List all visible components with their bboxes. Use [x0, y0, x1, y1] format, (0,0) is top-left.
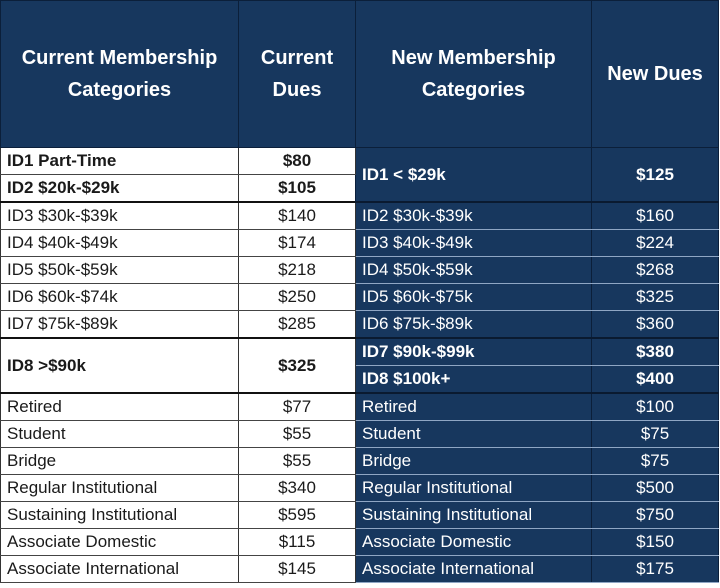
current-dues-cell: $55	[238, 447, 356, 475]
new-category-cell: Student	[355, 420, 592, 448]
new-category-cell: ID5 $60k-$75k	[355, 283, 592, 311]
new-category-cell: ID6 $75k-$89k	[355, 310, 592, 339]
table-row: ID6 $60k-$74k $250 ID5 $60k-$75k $325	[0, 283, 719, 311]
current-category-cell: Student	[0, 420, 239, 448]
current-category-cell: Associate International	[0, 555, 239, 583]
table-row: ID2 $20k-$29k $105	[0, 174, 719, 203]
table-row: ID5 $50k-$59k $218 ID4 $50k-$59k $268	[0, 256, 719, 284]
current-dues-cell: $250	[238, 283, 356, 311]
table-row: ID1 Part-Time $80 ID1 < $29k $125	[0, 147, 719, 203]
table-row: ID8 $100k+ $400	[1, 365, 719, 394]
current-category-cell: Retired	[0, 393, 239, 421]
new-category-cell: Sustaining Institutional	[355, 501, 592, 529]
current-dues-cell: $105	[238, 174, 356, 203]
new-dues-cell: $125	[591, 147, 719, 203]
new-category-cell: ID2 $30k-$39k	[355, 202, 592, 230]
current-dues-cell: $218	[238, 256, 356, 284]
new-dues-cell: $150	[591, 528, 719, 556]
table-row: Regular Institutional $340 Regular Insti…	[0, 474, 719, 502]
table-row: ID7 $75k-$89k $285 ID6 $75k-$89k $360	[0, 310, 719, 339]
current-category-cell: ID2 $20k-$29k	[0, 174, 239, 203]
current-category-cell: ID4 $40k-$49k	[0, 229, 239, 257]
new-dues-cell: $224	[591, 229, 719, 257]
table-row: Bridge $55 Bridge $75	[0, 447, 719, 475]
current-dues-cell: $80	[238, 147, 356, 175]
new-dues-cell: $175	[591, 555, 719, 583]
new-category-cell: ID1 < $29k	[355, 147, 592, 203]
new-dues-cell: $268	[591, 256, 719, 284]
new-dues-cell: $750	[591, 501, 719, 529]
new-category-cell: Retired	[355, 393, 592, 421]
current-category-cell: ID8 >$90k	[0, 338, 239, 394]
current-category-cell: ID3 $30k-$39k	[0, 202, 239, 230]
header-new-dues: New Dues	[591, 0, 719, 148]
current-dues-cell: $340	[238, 474, 356, 502]
current-category-cell: ID7 $75k-$89k	[0, 310, 239, 339]
current-dues-cell: $77	[238, 393, 356, 421]
new-dues-cell: $160	[591, 202, 719, 230]
table-row: ID8 >$90k $325 ID7 $90k-$99k $380	[0, 338, 719, 394]
current-category-cell: ID6 $60k-$74k	[0, 283, 239, 311]
current-category-cell: Associate Domestic	[0, 528, 239, 556]
current-dues-cell: $285	[238, 310, 356, 339]
new-dues-cell: $360	[591, 310, 719, 339]
new-category-cell: ID7 $90k-$99k	[355, 338, 592, 366]
new-category-cell: ID3 $40k-$49k	[355, 229, 592, 257]
new-category-cell: ID8 $100k+	[355, 365, 592, 394]
current-dues-cell: $145	[238, 555, 356, 583]
new-category-cell: ID4 $50k-$59k	[355, 256, 592, 284]
current-dues-cell: $140	[238, 202, 356, 230]
current-category-cell: Regular Institutional	[0, 474, 239, 502]
new-category-cell: Bridge	[355, 447, 592, 475]
current-category-cell: Bridge	[0, 447, 239, 475]
table-row: Sustaining Institutional $595 Sustaining…	[0, 501, 719, 529]
current-dues-cell: $55	[238, 420, 356, 448]
new-category-cell: Regular Institutional	[355, 474, 592, 502]
current-category-cell: ID1 Part-Time	[0, 147, 239, 175]
current-dues-cell: $595	[238, 501, 356, 529]
current-dues-cell: $325	[238, 338, 356, 394]
new-dues-cell: $500	[591, 474, 719, 502]
new-category-cell: Associate International	[355, 555, 592, 583]
new-dues-cell: $100	[591, 393, 719, 421]
current-dues-cell: $174	[238, 229, 356, 257]
header-current-dues: Current Dues	[238, 0, 356, 148]
header-new-categories: New Membership Categories	[355, 0, 592, 148]
new-category-cell: Associate Domestic	[355, 528, 592, 556]
new-dues-cell: $75	[591, 447, 719, 475]
new-dues-cell: $75	[591, 420, 719, 448]
table-row: Retired $77 Retired $100	[0, 393, 719, 421]
current-category-cell: ID5 $50k-$59k	[0, 256, 239, 284]
table-row: ID3 $30k-$39k $140 ID2 $30k-$39k $160	[0, 202, 719, 230]
table-row: Student $55 Student $75	[0, 420, 719, 448]
new-dues-cell: $325	[591, 283, 719, 311]
table-row: Associate Domestic $115 Associate Domest…	[0, 528, 719, 556]
table-row: ID4 $40k-$49k $174 ID3 $40k-$49k $224	[0, 229, 719, 257]
new-dues-cell: $400	[591, 365, 719, 394]
header-current-categories: Current Membership Categories	[0, 0, 239, 148]
current-dues-cell: $115	[238, 528, 356, 556]
header-row: Current Membership Categories Current Du…	[0, 0, 719, 148]
table-row: Associate International $145 Associate I…	[0, 555, 719, 583]
new-dues-cell: $380	[591, 338, 719, 366]
current-category-cell: Sustaining Institutional	[0, 501, 239, 529]
